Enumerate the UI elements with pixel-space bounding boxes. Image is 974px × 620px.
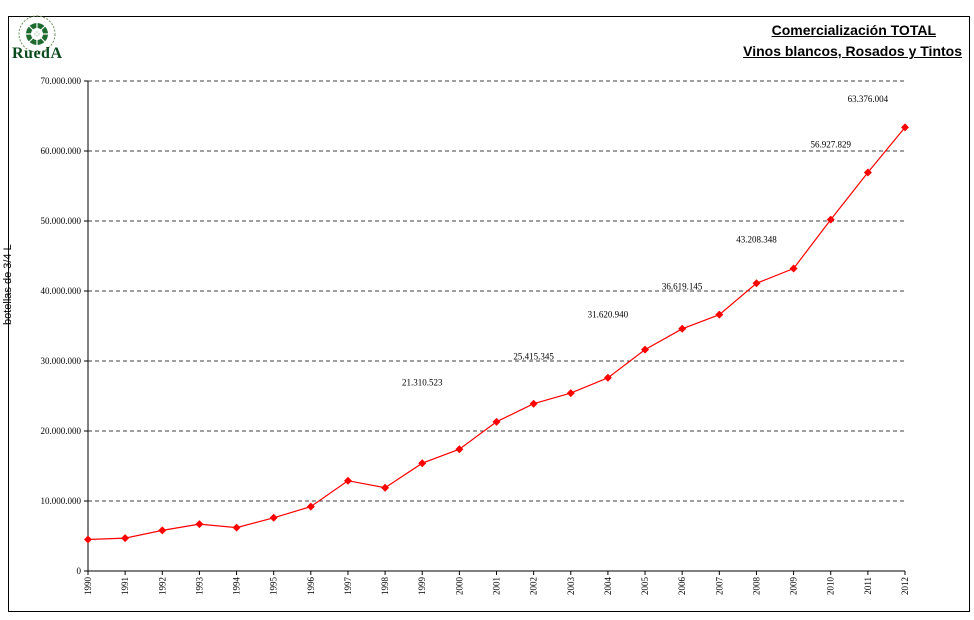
x-tick-label: 1998 — [380, 577, 390, 596]
chart-title-line1: Comercialización TOTAL — [771, 22, 936, 38]
data-point — [529, 399, 538, 408]
data-point — [232, 523, 241, 532]
data-point — [678, 324, 687, 333]
data-point — [715, 310, 724, 319]
x-tick-label: 1993 — [194, 577, 204, 596]
x-tick-label: 1994 — [232, 577, 242, 596]
x-tick-label: 1992 — [157, 577, 167, 595]
data-point — [492, 417, 501, 426]
data-point — [195, 520, 204, 529]
x-tick-label: 2011 — [863, 577, 873, 595]
data-point — [158, 526, 167, 535]
y-tick-label: 0 — [77, 566, 82, 576]
data-point — [381, 483, 390, 492]
data-point — [901, 123, 909, 132]
y-tick-label: 60.000.000 — [41, 146, 82, 156]
chart-frame — [8, 16, 970, 612]
x-tick-label: 2010 — [826, 577, 836, 596]
x-tick-label: 2005 — [640, 577, 650, 596]
x-tick-label: 2003 — [566, 577, 576, 596]
data-point — [306, 502, 315, 511]
data-label: 43.208.348 — [736, 235, 777, 245]
wine-wheel-emblem-icon — [18, 15, 56, 53]
x-tick-label: 1991 — [120, 577, 130, 595]
data-point — [455, 445, 464, 454]
x-tick-label: 2012 — [900, 577, 910, 595]
data-point — [863, 168, 872, 177]
y-tick-label: 70.000.000 — [41, 76, 82, 86]
x-tick-label: 2009 — [789, 577, 799, 596]
data-point — [752, 279, 761, 288]
data-label: 36.619.145 — [662, 282, 703, 292]
data-label: 25.415.345 — [513, 352, 554, 362]
x-tick-label: 2000 — [454, 577, 464, 596]
series-line — [87, 126, 906, 541]
data-point — [84, 535, 92, 544]
x-tick-label: 1996 — [306, 577, 316, 596]
data-point — [566, 389, 575, 398]
y-tick-label: 30.000.000 — [41, 356, 82, 366]
x-tick-label: 1990 — [83, 577, 93, 596]
data-point — [343, 476, 352, 485]
data-point — [826, 215, 835, 224]
logo-text: RuedA — [12, 45, 63, 62]
x-tick-label: 2001 — [492, 577, 502, 595]
data-point — [121, 534, 130, 543]
y-tick-label: 10.000.000 — [41, 496, 82, 506]
data-point — [641, 345, 650, 354]
data-point — [603, 373, 612, 382]
x-tick-label: 2008 — [751, 577, 761, 596]
x-tick-label: 1999 — [417, 577, 427, 596]
y-tick-label: 50.000.000 — [41, 216, 82, 226]
y-tick-label: 40.000.000 — [41, 286, 82, 296]
data-point — [418, 459, 427, 468]
chart-title-line2: Vinos blancos, Rosados y Tintos — [743, 43, 962, 59]
data-point — [789, 264, 798, 273]
x-tick-label: 1995 — [269, 577, 279, 596]
data-label: 56.927.829 — [810, 140, 851, 150]
data-label: 31.620.940 — [588, 310, 629, 320]
x-tick-label: 2004 — [603, 577, 613, 596]
x-tick-label: 2007 — [714, 577, 724, 596]
data-label: 63.376.004 — [848, 94, 889, 104]
x-tick-label: 2002 — [529, 577, 539, 595]
x-tick-label: 1997 — [343, 577, 353, 596]
data-label: 21.310.523 — [402, 378, 443, 388]
data-point — [269, 513, 278, 522]
y-tick-label: 20.000.000 — [41, 426, 82, 436]
x-tick-label: 2006 — [677, 577, 687, 596]
